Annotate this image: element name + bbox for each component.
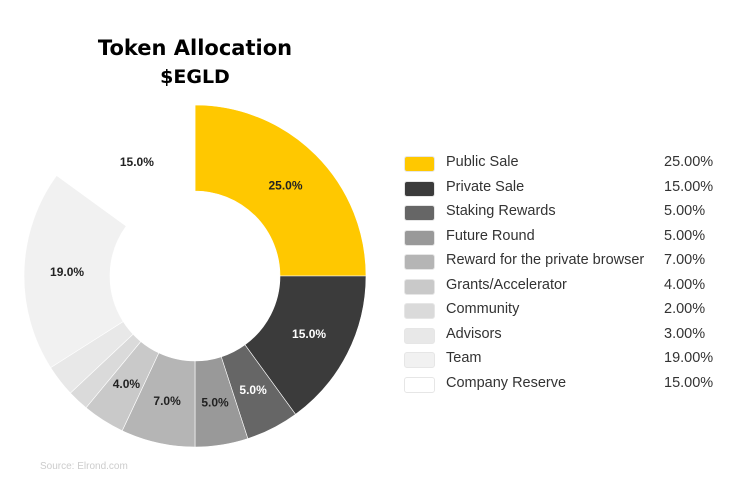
legend-item: Public Sale 25.00%: [404, 152, 724, 177]
legend-label: Reward for the private browser: [446, 252, 645, 268]
legend-label: Company Reserve: [446, 374, 567, 391]
chart-subtitle: $EGLD: [160, 66, 230, 88]
data-label: 19.0%: [50, 265, 84, 279]
source-note: Source: Elrond.com: [40, 461, 128, 472]
legend-label: Team: [446, 350, 482, 366]
data-label: 5.0%: [239, 383, 267, 397]
data-label: 7.0%: [153, 394, 181, 408]
legend-value: 15.00%: [664, 374, 714, 391]
data-label: 15.0%: [292, 327, 326, 341]
legend-label: Staking Rewards: [446, 203, 556, 219]
legend-label: Private Sale: [446, 178, 525, 195]
legend-swatch: [404, 352, 435, 368]
legend-swatch: [404, 180, 435, 197]
legend-value: 25.00%: [664, 154, 714, 170]
legend-swatch: [404, 229, 435, 246]
legend-label: Future Round: [446, 227, 535, 244]
slice-company-reserve: [56, 104, 196, 227]
slice-team: [23, 175, 127, 369]
legend-value: 19.00%: [664, 350, 714, 366]
legend-label: Public Sale: [446, 154, 519, 170]
legend-item: Company Reserve 15.00%: [404, 373, 724, 398]
legend-swatch: [404, 254, 435, 270]
data-label: 15.0%: [120, 155, 154, 169]
donut-chart: 25.0% 15.0% 5.0% 5.0% 7.0% 4.0% 19.0% 15.0%: [23, 104, 367, 448]
legend-label: Community: [446, 301, 520, 317]
legend-item: Staking Rewards 5.00%: [404, 201, 724, 226]
slice-public-sale: [194, 104, 367, 277]
legend-swatch: [404, 303, 435, 319]
chart-title: Token Allocation: [97, 36, 293, 60]
legend-label: Advisors: [446, 325, 502, 342]
legend-item: Private Sale 15.00%: [404, 177, 724, 202]
legend-item: Future Round 5.00%: [404, 226, 724, 251]
legend-value: 7.00%: [664, 252, 706, 268]
legend-item: Reward for the private browser 7.00%: [404, 250, 724, 275]
legend-item: Grants/Accelerator 4.00%: [404, 275, 724, 300]
legend-item: Team 19.00%: [404, 348, 724, 373]
legend-value: 2.00%: [664, 301, 706, 317]
legend-value: 5.00%: [664, 227, 706, 244]
legend-value: 4.00%: [664, 276, 706, 293]
legend-swatch: [404, 205, 435, 221]
legend-value: 3.00%: [664, 325, 706, 342]
legend-swatch: [404, 278, 435, 295]
legend-item: Community 2.00%: [404, 299, 724, 324]
data-label: 5.0%: [201, 395, 229, 409]
data-label: 4.0%: [113, 377, 141, 391]
legend-swatch: [404, 376, 435, 393]
data-label: 25.0%: [268, 178, 302, 192]
legend-swatch: [404, 327, 435, 344]
legend: Public Sale 25.00% Private Sale 15.00% Staki…: [404, 152, 724, 397]
legend-swatch: [404, 156, 435, 172]
legend-item: Advisors 3.00%: [404, 324, 724, 349]
legend-value: 15.00%: [664, 178, 714, 195]
legend-value: 5.00%: [664, 203, 706, 219]
legend-label: Grants/Accelerator: [446, 276, 567, 293]
